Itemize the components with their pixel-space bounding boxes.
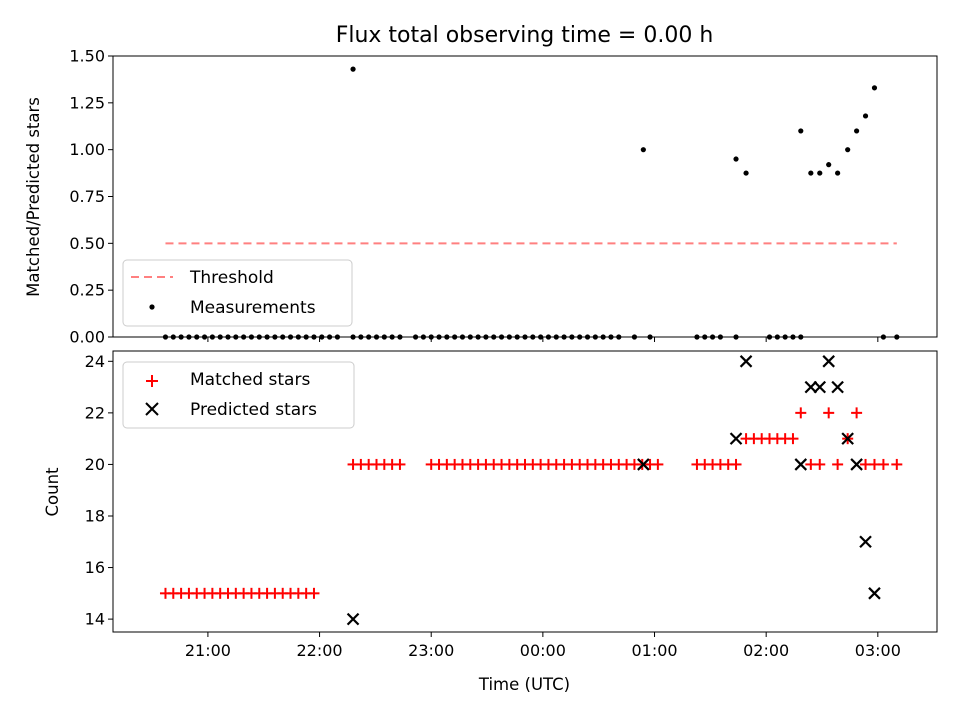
measurement-point [733,156,739,162]
bottom-legend-box [122,361,355,429]
predicted-star-marker [850,458,863,471]
matched-star-marker [730,458,742,470]
top-panel: Flux total observing time = 0.00 h Match… [24,23,938,347]
matched-star-marker [891,458,903,470]
measurement-point [826,162,832,168]
bottom-panel: Count Time (UTC) 14 16 18 20 22 24 21:00 22:00 2… [43,350,938,694]
measurement-point [835,170,841,176]
measurement-point [871,85,878,91]
matched-star-marker [308,587,320,599]
y-tick-label: 24 [85,352,105,371]
y-tick-label: 1.50 [69,47,105,66]
legend-predicted-label: Predicted stars [190,400,317,420]
y-tick-label: 22 [85,403,105,422]
y-tick-label: 18 [85,506,105,525]
predicted-star-marker [637,458,650,471]
legend-predicted-swatch [145,402,159,416]
x-tick-label: 01:00 [631,641,677,660]
matched-star-marker [795,407,807,419]
predicted-star-marker [813,380,827,394]
matched-star-marker [823,407,835,419]
measurement-point [817,170,823,176]
x-axis-label: Time (UTC) [478,675,570,694]
y-tick-label: 16 [85,558,105,577]
matched-star-marker [851,407,863,419]
y-tick-label: 0.00 [69,328,105,347]
y-tick-label: 0.75 [69,187,105,206]
x-tick-label: 23:00 [408,641,454,660]
bottom-axes-frame [112,350,938,633]
bottom-plot-area [159,355,903,626]
bottom-legend: Matched stars Predicted stars [122,361,355,429]
y-tick-label: 1.25 [69,93,105,112]
measurement-point [862,113,869,119]
top-legend: Threshold Measurements [122,259,353,327]
matched-star-marker [832,458,844,470]
matched-star-marker [652,458,664,470]
matched-star-marker [877,458,889,470]
legend-threshold-label: Threshold [189,268,274,288]
legend-matched-label: Matched stars [190,370,310,390]
predicted-star-marker [729,432,743,445]
legend-matched-swatch [146,375,158,387]
x-tick-label: 22:00 [297,641,343,660]
measurement-point [640,147,646,153]
predicted-star-marker [804,380,818,394]
matched-star-marker [814,458,826,470]
bottom-y-axis-label: Count [43,467,62,517]
measurement-point [798,128,804,134]
matched-star-marker [787,433,799,445]
predicted-star-marker [868,587,881,600]
predicted-star-marker [822,355,835,368]
predicted-star-marker [831,380,844,394]
matched-star-marker [394,458,406,470]
y-tick-label: 14 [85,610,105,629]
measurement-point [854,128,860,134]
x-tick-label: 03:00 [855,641,901,660]
top-legend-box [122,259,353,327]
x-tick-label: 02:00 [743,641,789,660]
predicted-star-marker [739,355,753,368]
top-y-axis-label: Matched/Predicted stars [24,97,43,297]
predicted-star-marker [794,458,808,471]
x-tick-label: 21:00 [185,641,231,660]
chart-title: Flux total observing time = 0.00 h [336,23,714,48]
legend-measurements-label: Measurements [190,298,316,318]
y-tick-label: 1.00 [69,140,105,159]
predicted-star-marker [346,612,360,626]
y-tick-label: 0.50 [69,234,105,253]
predicted-star-marker [841,432,854,445]
measurement-point [845,147,851,153]
predicted-star-marker [859,535,872,549]
y-tick-label: 0.25 [69,281,105,300]
y-tick-label: 20 [85,455,105,474]
bottom-axis-ticks: 14 16 18 20 22 24 21:00 22:00 23:00 00:00 01:00 02:… [85,352,901,660]
measurement-point [743,170,749,176]
top-axis-ticks: 0.00 0.25 0.50 0.75 1.00 1.25 1.50 [69,47,879,347]
measurement-point [350,66,356,72]
measurement-point [808,170,814,176]
legend-measurements-swatch [149,304,155,310]
x-tick-label: 00:00 [520,641,566,660]
